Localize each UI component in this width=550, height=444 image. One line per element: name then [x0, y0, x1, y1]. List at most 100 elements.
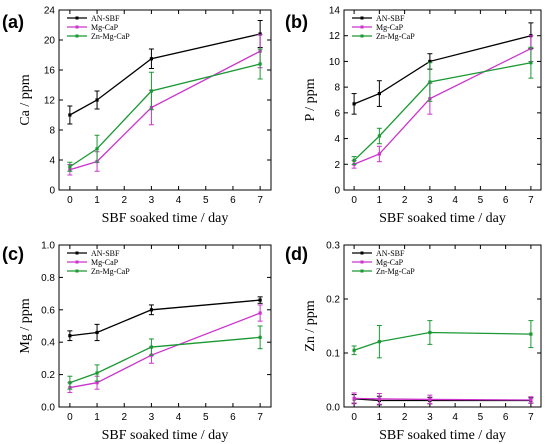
y-tick-label: 0 — [49, 186, 55, 197]
x-tick-label: 4 — [176, 412, 182, 423]
x-tick-label: 5 — [203, 412, 209, 423]
x-tick-label: 7 — [528, 195, 534, 206]
data-point — [377, 91, 381, 96]
panel-d: 0 1 2 3 4 5 6 7 0.0 0.1 0.2 0.3 SBF soaked time / da… — [285, 241, 542, 443]
data-point — [258, 311, 262, 315]
plot-frame — [58, 244, 272, 408]
plot-frame — [343, 9, 542, 191]
data-point — [352, 348, 356, 352]
x-tick-label: 1 — [377, 412, 383, 423]
data-point — [377, 134, 381, 138]
legend-marker — [360, 16, 364, 20]
y-tick-label: 6 — [334, 108, 340, 119]
data-point — [149, 308, 154, 312]
series-line — [69, 33, 261, 116]
data-point — [529, 398, 533, 402]
x-tick-label: 4 — [452, 412, 458, 423]
x-tick-label: 3 — [427, 195, 433, 206]
series-line — [354, 398, 531, 402]
y-tick-label: 0.8 — [41, 273, 55, 284]
legend-marker — [360, 260, 364, 264]
data-point — [377, 397, 381, 401]
legend-label: AN-SBF — [376, 249, 405, 258]
panel-label: (b) — [285, 12, 308, 32]
y-axis-title: Zn / ppm — [303, 300, 318, 351]
legend-marker — [360, 34, 364, 38]
y-tick-label: 14 — [329, 6, 341, 17]
y-tick-label: 0.0 — [41, 403, 55, 414]
x-tick-label: 7 — [528, 412, 534, 423]
legend-label: AN-SBF — [376, 14, 405, 23]
data-point — [68, 334, 72, 338]
legend-marker — [75, 260, 79, 264]
y-tick-label: 4 — [49, 156, 55, 167]
x-tick-label: 0 — [351, 412, 357, 423]
series-line — [353, 62, 532, 161]
legend-marker — [75, 16, 79, 20]
series-line — [69, 63, 261, 168]
y-tick-label: 8 — [334, 83, 340, 94]
x-axis-title: SBF soaked time / day — [102, 211, 229, 226]
y-tick-label: 0.6 — [41, 305, 55, 316]
legend-label: Zn-Mg-CaP — [376, 267, 415, 276]
x-tick-label: 5 — [478, 195, 484, 206]
x-tick-label: 6 — [230, 195, 236, 206]
x-tick-label: 7 — [257, 412, 263, 423]
data-point — [68, 165, 72, 169]
panel-label: (a) — [2, 12, 24, 32]
y-tick-label: 0.2 — [326, 295, 340, 306]
y-tick-label: 0.2 — [41, 370, 55, 381]
series-line — [353, 35, 532, 105]
data-point — [258, 62, 262, 66]
x-axis-title: SBF soaked time / day — [102, 428, 229, 443]
x-tick-label: 6 — [503, 195, 509, 206]
x-tick-label: 7 — [257, 195, 263, 206]
x-tick-label: 0 — [67, 412, 73, 423]
x-tick-label: 1 — [94, 412, 100, 423]
data-point — [258, 298, 262, 302]
legend-label: Mg-CaP — [376, 258, 404, 267]
series-line — [69, 50, 261, 171]
panel-c: 0 1 2 3 4 5 6 7 0.0 0.2 0.4 0.6 0.8 1.0 SBF soaked tim… — [2, 241, 272, 443]
series-an-sbf — [67, 296, 263, 342]
series-line — [353, 331, 531, 351]
x-tick-label: 2 — [121, 195, 127, 206]
x-tick-label: 4 — [452, 195, 458, 206]
data-point — [95, 147, 99, 151]
y-tick-label: 0.1 — [326, 349, 340, 360]
legend-label: Mg-CaP — [91, 258, 119, 267]
y-tick-label: 0.3 — [326, 241, 340, 252]
x-tick-label: 1 — [377, 195, 383, 206]
y-tick-label: 0 — [334, 186, 340, 197]
panel-label: (c) — [2, 244, 24, 264]
data-point — [95, 98, 99, 102]
y-tick-label: 20 — [44, 36, 56, 47]
legend-marker — [75, 269, 79, 273]
data-point — [352, 396, 356, 400]
legend-marker — [75, 251, 79, 255]
series-zn-mg-cap — [67, 48, 263, 172]
legend-label: Zn-Mg-CaP — [376, 32, 415, 41]
x-tick-label: 3 — [149, 195, 155, 206]
series-line — [69, 299, 261, 337]
x-tick-label: 6 — [503, 412, 509, 423]
legend-label: AN-SBF — [91, 14, 120, 23]
data-point — [95, 381, 99, 385]
x-tick-label: 0 — [67, 195, 73, 206]
data-point — [377, 152, 381, 156]
legend-marker — [360, 25, 364, 29]
legend-label: Zn-Mg-CaP — [91, 267, 130, 276]
data-point — [352, 102, 356, 106]
series-line — [69, 336, 261, 384]
series-zn-mg-cap — [351, 46, 534, 165]
x-tick-label: 5 — [478, 412, 484, 423]
data-point — [529, 61, 533, 65]
y-axis-title: Mg / ppm — [18, 298, 33, 353]
y-tick-label: 24 — [44, 6, 56, 17]
x-tick-label: 4 — [176, 195, 182, 206]
x-tick-label: 2 — [402, 195, 408, 206]
data-point — [258, 335, 262, 339]
